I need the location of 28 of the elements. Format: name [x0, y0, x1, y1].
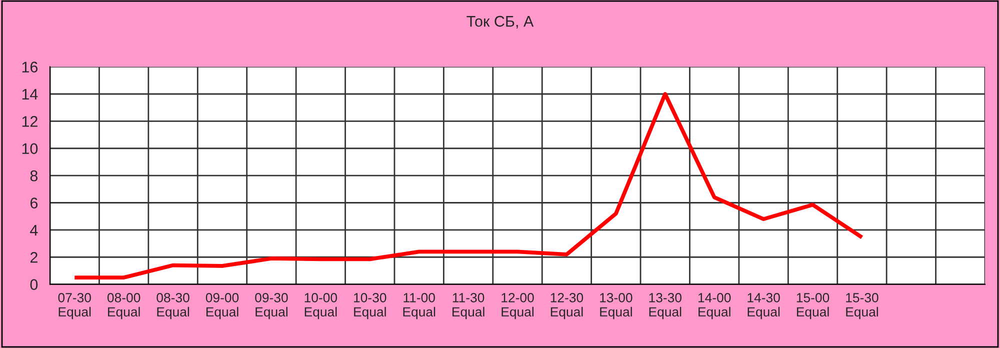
y-tick-label: 2	[30, 252, 38, 263]
x-tick-label: 11-00 Equal	[403, 293, 436, 320]
x-tick-label: 10-00 Equal	[304, 293, 338, 320]
y-tick-label: 8	[30, 170, 38, 182]
x-tick-label: 08-00 Equal	[107, 293, 140, 320]
y-tick-label: 14	[22, 89, 38, 100]
x-tick-label: 15-00 Equal	[796, 293, 830, 320]
y-tick-label: 4	[30, 224, 38, 236]
x-tick-label: 13-30 Equal	[649, 293, 682, 320]
x-tick-label: 12-00 Equal	[502, 293, 534, 320]
x-tick-label: 09-30 Equal	[255, 293, 288, 320]
y-tick-label: 0	[30, 279, 38, 290]
x-tick-label: 14-00 Equal	[698, 293, 731, 320]
x-tick-label: 13-00 Equal	[600, 293, 632, 320]
y-tick-label: 12	[22, 116, 38, 127]
x-tick-label: 10-30 Equal	[354, 293, 386, 320]
x-tick-label: 12-30 Equal	[550, 293, 584, 320]
x-tick-label: 14-30 Equal	[748, 293, 780, 320]
x-tick-label: 09-00 Equal	[206, 293, 239, 320]
y-tick-label: 16	[22, 62, 38, 72]
x-tick-label: 15-30 Equal	[846, 293, 878, 320]
chart-title: Ток СБ, А	[466, 16, 534, 29]
line-series	[72, 92, 864, 280]
x-tick-label: 11-30 Equal	[452, 293, 484, 320]
x-tick-label: 07-30 Equal	[58, 293, 91, 320]
y-tick-label: 6	[30, 198, 38, 208]
x-tick-label: 08-30 Equal	[156, 293, 190, 320]
y-tick-label: 10	[22, 143, 38, 154]
